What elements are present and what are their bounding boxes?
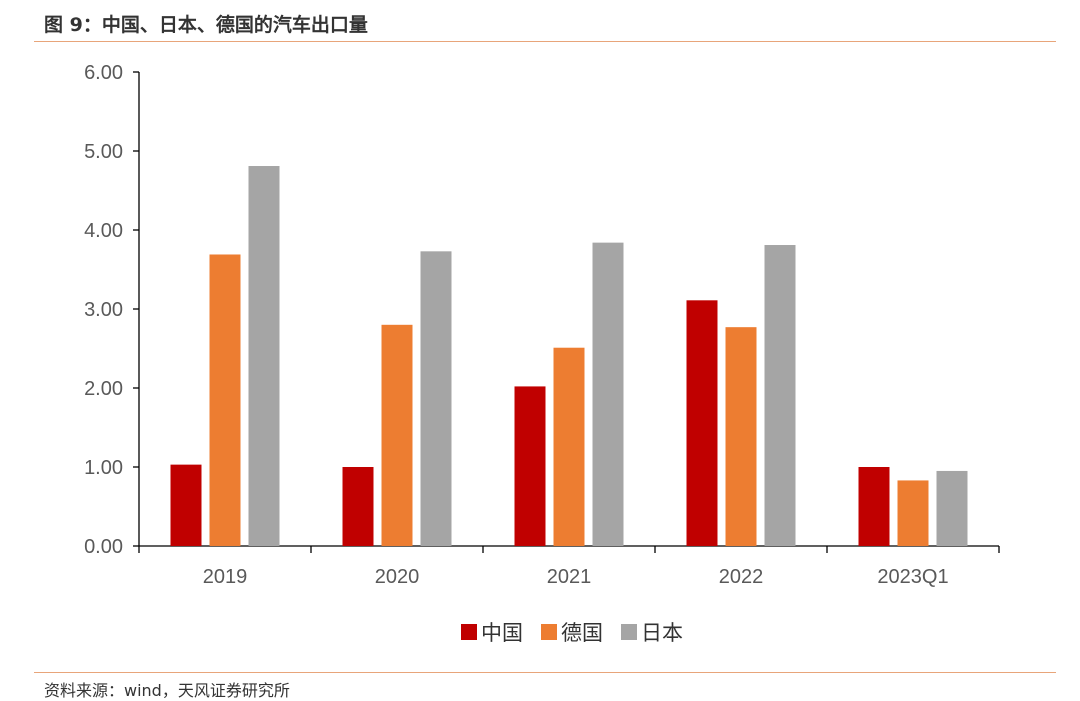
bar	[248, 166, 280, 546]
x-tick-label: 2019	[203, 566, 248, 588]
legend-label: 中国	[481, 621, 523, 645]
y-tick-label: 3.00	[84, 299, 123, 321]
bar	[897, 480, 929, 546]
bar	[553, 347, 585, 546]
bottom-rule	[34, 672, 1056, 673]
bar	[592, 242, 624, 546]
y-tick-label: 0.00	[84, 536, 123, 558]
bar	[936, 470, 968, 546]
bar	[170, 464, 202, 546]
bar	[686, 300, 718, 546]
legend-label: 日本	[641, 621, 683, 645]
x-tick-label: 2020	[375, 566, 420, 588]
bar	[725, 327, 757, 546]
y-tick-label: 4.00	[84, 220, 123, 242]
x-tick-label: 2023Q1	[877, 566, 948, 588]
y-tick-label: 6.00	[84, 62, 123, 84]
bar	[764, 245, 796, 546]
y-axis: 0.00 1.00 2.00 3.00 4.00 5.00 6.00	[84, 62, 140, 558]
legend: 中国 德国 日本	[461, 621, 683, 645]
y-tick-label: 1.00	[84, 457, 123, 479]
source-note: 资料来源：wind，天风证券研究所	[44, 681, 290, 700]
figure-title: 图 9：中国、日本、德国的汽车出口量	[44, 14, 368, 36]
legend-swatch	[621, 624, 637, 640]
legend-swatch	[541, 624, 557, 640]
legend-label: 德国	[561, 621, 603, 645]
y-tick-label: 2.00	[84, 378, 123, 400]
bar	[514, 386, 546, 546]
bar	[420, 251, 452, 546]
bars	[170, 166, 968, 547]
bar	[342, 467, 374, 546]
top-rule	[34, 41, 1056, 42]
bar-chart: 0.00 1.00 2.00 3.00 4.00 5.00 6.00 2019 2020 202…	[84, 62, 1000, 645]
bar	[858, 467, 890, 546]
x-tick-label: 2022	[719, 566, 764, 588]
x-axis: 2019 2020 2021 2022 2023Q1	[138, 545, 1000, 588]
bar	[381, 324, 413, 546]
bar	[209, 254, 241, 547]
legend-swatch	[461, 624, 477, 640]
x-tick-label: 2021	[547, 566, 592, 588]
y-tick-label: 5.00	[84, 141, 123, 163]
